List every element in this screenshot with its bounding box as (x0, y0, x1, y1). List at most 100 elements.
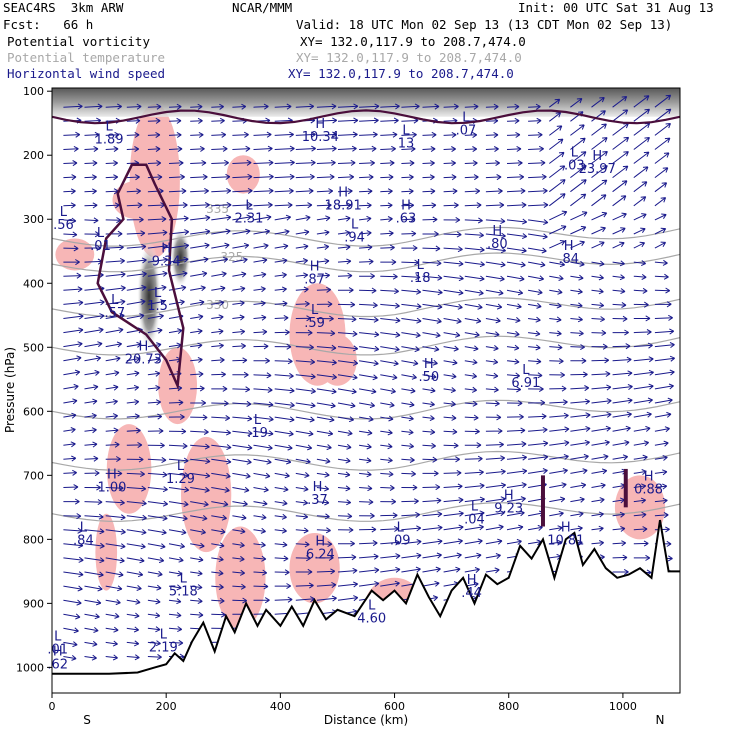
wind-arrow (401, 317, 422, 324)
wind-arrow (147, 413, 163, 420)
wind-arrow (63, 527, 83, 534)
wind-arrow (147, 370, 161, 377)
wind-arrow (506, 441, 527, 448)
wind-arrow (612, 288, 626, 295)
wind-arrow (612, 227, 626, 235)
wind-arrow (253, 386, 273, 393)
wind-arrow (232, 386, 251, 393)
extremum-type: H (492, 224, 502, 239)
wind-arrow (316, 485, 330, 492)
wind-arrow (570, 371, 588, 378)
wind-arrow (380, 346, 400, 353)
wind-arrow (548, 193, 566, 207)
wind-arrow (105, 230, 123, 237)
wind-arrow (422, 538, 443, 545)
wind-arrow (633, 122, 651, 136)
wind-arrow (337, 330, 358, 337)
wind-arrow (612, 454, 629, 461)
wind-arrow (63, 585, 83, 592)
wind-arrow (337, 443, 352, 450)
wind-arrow (359, 499, 374, 506)
wind-arrow (253, 271, 267, 278)
wind-arrow (337, 301, 356, 308)
wind-arrow (506, 538, 522, 545)
wind-arrow (570, 398, 590, 405)
wind-arrow (422, 456, 438, 463)
wind-arrow (506, 330, 520, 337)
wind-arrow (380, 244, 395, 251)
wind-arrow (633, 369, 654, 376)
extremum-type: L (571, 145, 579, 160)
extremum-type: L (111, 293, 119, 308)
wind-arrow (528, 233, 548, 240)
wind-arrow (654, 241, 667, 249)
wind-arrow (654, 455, 668, 461)
wind-arrow (232, 173, 253, 180)
wind-arrow (337, 215, 351, 222)
wind-arrow (147, 174, 163, 181)
wind-arrow (211, 256, 229, 263)
wind-arrow (316, 430, 334, 437)
extremum-type: H (138, 339, 148, 354)
wind-arrow (485, 218, 506, 225)
wind-arrow (190, 242, 210, 249)
wind-arrow (168, 486, 190, 493)
wind-arrow (633, 526, 648, 533)
wind-arrow (295, 286, 309, 293)
wind-arrow (147, 399, 161, 406)
wind-arrow (443, 202, 459, 209)
wind-arrow (464, 275, 485, 282)
wind-arrow (105, 485, 124, 492)
wind-arrow (295, 513, 309, 520)
wind-arrow (506, 303, 522, 310)
wind-arrow (274, 500, 288, 506)
wind-arrow (337, 457, 351, 464)
theta-contour (52, 399, 680, 420)
wind-arrow (612, 425, 631, 432)
wind-arrow (422, 401, 435, 408)
wind-arrow (126, 230, 146, 237)
wind-arrow (168, 626, 183, 633)
wind-arrow (422, 345, 440, 352)
wind-arrow (380, 174, 394, 181)
wind-arrow (570, 439, 590, 446)
wind-arrow (63, 174, 77, 181)
wind-arrow (274, 300, 288, 307)
extremum-value: 5.18 (169, 585, 198, 600)
wind-arrow (274, 541, 288, 548)
wind-arrow (253, 486, 269, 493)
wind-arrow (105, 398, 118, 405)
wind-arrow (168, 160, 184, 167)
wind-arrow (464, 160, 478, 167)
wind-arrow (612, 136, 630, 150)
wind-arrow (506, 173, 525, 181)
wind-arrow (359, 345, 380, 352)
wind-arrow (485, 174, 502, 181)
wind-arrow (506, 103, 520, 110)
org-label: NCAR/MMM (232, 0, 293, 15)
wind-arrow (337, 159, 356, 166)
wind-arrow (528, 316, 541, 323)
wind-arrow (147, 229, 168, 236)
wind-arrow (528, 440, 549, 447)
wind-arrow (506, 317, 521, 323)
wind-arrow (253, 430, 274, 437)
wind-arrow (105, 514, 126, 521)
wind-arrow (211, 285, 226, 292)
field-xy-theta: XY= 132.0,117.9 to 208.7,474.0 (296, 50, 522, 65)
wind-arrow (105, 612, 120, 619)
wind-arrow (105, 571, 124, 578)
wind-arrow (506, 261, 526, 268)
extremum-value: 4.60 (357, 612, 386, 627)
wind-arrow (63, 299, 84, 306)
wind-arrow (232, 583, 246, 590)
wind-arrow (126, 640, 140, 647)
wind-arrow (380, 202, 393, 209)
wind-arrow (190, 472, 211, 479)
north-end-label: N (656, 713, 665, 727)
wind-arrow (232, 555, 245, 562)
terrain-fill (52, 520, 680, 693)
wind-arrow (337, 244, 351, 251)
wind-arrow (337, 258, 352, 265)
wind-arrow (654, 426, 670, 433)
